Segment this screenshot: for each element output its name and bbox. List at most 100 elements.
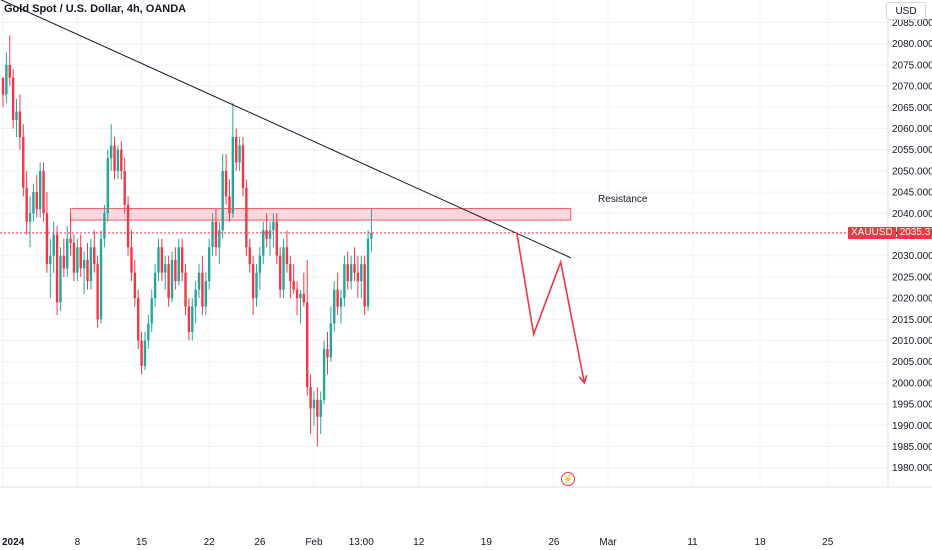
- candle-body: [116, 149, 120, 171]
- time-tick-label: Feb: [305, 537, 323, 548]
- candle-body: [160, 247, 164, 273]
- candle-body: [140, 340, 143, 366]
- candle-body: [109, 145, 113, 159]
- price-tick-label: 1980.000: [892, 463, 932, 474]
- candle-body: [164, 264, 167, 273]
- candle-body: [147, 323, 150, 341]
- candle-body: [99, 238, 103, 320]
- candle-body: [370, 232, 373, 239]
- candle-body: [322, 348, 326, 400]
- candle-body: [248, 247, 251, 265]
- price-tick-label: 2075.000: [892, 60, 932, 71]
- candle-body: [38, 170, 42, 210]
- price-tick-label: 2045.000: [892, 188, 932, 199]
- candle-body: [231, 136, 235, 214]
- candle-body: [150, 298, 153, 324]
- candle-body: [207, 247, 211, 282]
- price-tick-label: 1995.000: [892, 400, 932, 411]
- time-axis[interactable]: 2024 8 15 22 26 Feb 13:00 12 19 26 Mar 11 18 25: [2, 537, 834, 548]
- candle-body: [353, 264, 356, 273]
- candle-body: [245, 187, 248, 248]
- price-tick-label: 2040.000: [892, 209, 932, 220]
- price-tick-label: 2025.000: [892, 272, 932, 283]
- flash-icon[interactable]: ⚡: [561, 472, 575, 486]
- candle-series: [1, 35, 373, 447]
- symbol-title: Gold Spot / U.S. Dollar, 4h, OANDA: [4, 3, 187, 15]
- candle-body: [103, 213, 106, 239]
- candle-body: [52, 234, 55, 256]
- candle-body: [15, 111, 18, 121]
- candle-body: [25, 187, 28, 222]
- candle-body: [295, 289, 299, 299]
- candle-body: [204, 281, 207, 307]
- candle-body: [302, 293, 306, 303]
- time-tick-label: 15: [136, 537, 148, 548]
- candle-body: [76, 247, 79, 273]
- candle-body: [251, 264, 255, 299]
- candle-body: [262, 230, 265, 256]
- candle-body: [363, 264, 366, 307]
- trendline-layer: [0, 0, 572, 259]
- candle-body: [89, 247, 93, 282]
- price-tick-label: 2005.000: [892, 357, 932, 368]
- candle-body: [86, 259, 89, 282]
- candle-body: [55, 234, 59, 303]
- candle-body: [8, 64, 11, 78]
- candle-body: [339, 298, 343, 307]
- candle-body: [28, 213, 32, 222]
- time-tick-label: 11: [687, 537, 698, 548]
- candle-body: [292, 281, 295, 290]
- candle-body: [289, 264, 292, 282]
- candle-body: [79, 247, 82, 269]
- candle-body: [214, 221, 218, 248]
- candle-body: [5, 64, 8, 95]
- candle-body: [72, 242, 76, 273]
- time-tick-label: 13:00: [349, 537, 374, 548]
- price-tick-label: 2010.000: [892, 336, 932, 347]
- price-tick-label: 2070.000: [892, 82, 932, 93]
- candle-body: [133, 272, 137, 299]
- candle-body: [157, 247, 160, 273]
- candle-body: [275, 221, 278, 256]
- projection-layer: [515, 232, 588, 385]
- time-tick-label: 2024: [2, 537, 25, 548]
- price-tick-label: 1985.000: [892, 442, 932, 453]
- candle-body: [343, 264, 346, 299]
- candle-body: [356, 272, 360, 282]
- candle-body: [238, 145, 241, 163]
- candle-body: [120, 149, 123, 171]
- candle-body: [366, 238, 370, 307]
- candle-body: [312, 399, 316, 409]
- price-tick-label: 2000.000: [892, 378, 932, 389]
- candle-body: [180, 247, 184, 273]
- time-tick-label: 8: [75, 537, 81, 548]
- price-tick-label: 2055.000: [892, 145, 932, 156]
- projection-path: [515, 232, 586, 384]
- currency-button[interactable]: USD: [886, 2, 926, 20]
- candle-body: [32, 192, 35, 214]
- candle-body: [59, 255, 62, 303]
- price-tag-symbol: XAUUSD: [848, 227, 896, 239]
- candle-body: [130, 247, 133, 273]
- price-tick-label: 2020.000: [892, 294, 932, 305]
- candle-body: [69, 238, 72, 243]
- candle-body: [278, 255, 282, 290]
- candle-body: [62, 255, 66, 269]
- candle-body: [360, 264, 363, 282]
- price-tick-label: 2065.000: [892, 103, 932, 114]
- candle-body: [1, 77, 5, 95]
- candle-body: [82, 259, 86, 269]
- time-tick-label: 22: [204, 537, 216, 548]
- price-axis[interactable]: 2085.000 2080.000 2075.000 2070.000 2065.000…: [892, 18, 932, 474]
- price-tick-label: 2030.000: [892, 251, 932, 262]
- candle-body: [66, 238, 69, 269]
- resistance-zone-layer: [70, 208, 572, 221]
- time-tick-label: Mar: [599, 537, 617, 548]
- candle-body: [329, 323, 333, 358]
- chart-grid: [0, 0, 888, 487]
- candle-body: [18, 111, 22, 137]
- candle-body: [326, 348, 329, 358]
- candle-body: [11, 77, 15, 121]
- time-tick-label: 25: [822, 537, 834, 548]
